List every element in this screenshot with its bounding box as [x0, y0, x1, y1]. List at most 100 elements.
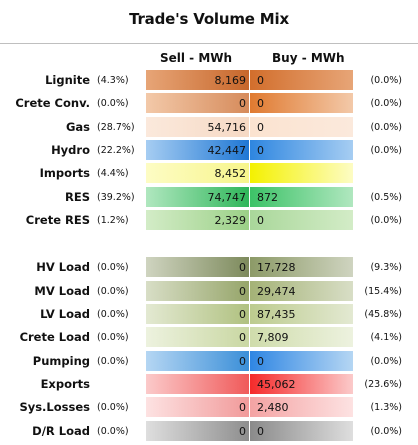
buy-value: 872 — [257, 191, 278, 204]
sell-value: 8,169 — [214, 74, 247, 87]
sell-value: 0 — [239, 261, 246, 274]
buy-percent: (0.0%) — [370, 145, 402, 156]
table-row: Gas (28.7%) 54,716 0 (0.0%) — [0, 117, 418, 137]
row-label: Exports — [40, 377, 90, 391]
table-row: Crete RES (1.2%) 2,329 0 (0.0%) — [0, 210, 418, 230]
row-label: Sys.Losses — [19, 400, 90, 414]
sell-percent: (0.0%) — [97, 262, 129, 273]
column-divider — [249, 70, 250, 230]
sell-column-header: Sell - MWh — [160, 51, 233, 65]
buy-cell: 29,474 — [250, 281, 353, 301]
sell-percent: (0.0%) — [97, 402, 129, 413]
sell-value: 0 — [239, 308, 246, 321]
sell-percent: (0.0%) — [97, 98, 129, 109]
sell-cell: 8,452 — [146, 163, 249, 183]
buy-value: 45,062 — [257, 378, 296, 391]
buy-cell: 0 — [250, 351, 353, 371]
buy-value: 0 — [257, 144, 264, 157]
sell-cell: 0 — [146, 281, 249, 301]
sell-percent: (22.2%) — [97, 145, 135, 156]
buy-value: 0 — [257, 355, 264, 368]
buy-cell: 87,435 — [250, 304, 353, 324]
buy-percent: (23.6%) — [364, 379, 402, 390]
sell-value: 2,329 — [214, 214, 247, 227]
sell-value: 0 — [239, 401, 246, 414]
table-row: Lignite (4.3%) 8,169 0 (0.0%) — [0, 70, 418, 90]
table-row: HV Load (0.0%) 0 17,728 (9.3%) — [0, 257, 418, 277]
buy-cell: 0 — [250, 93, 353, 113]
sell-value: 0 — [239, 331, 246, 344]
sell-cell: 54,716 — [146, 117, 249, 137]
sell-value: 0 — [239, 97, 246, 110]
buy-value: 87,435 — [257, 308, 296, 321]
sell-value: 0 — [239, 355, 246, 368]
buy-percent: (0.0%) — [370, 122, 402, 133]
row-label: Crete Load — [19, 330, 90, 344]
buy-value: 17,728 — [257, 261, 296, 274]
sell-percent: (4.3%) — [97, 75, 129, 86]
sell-cell: 0 — [146, 351, 249, 371]
buy-value: 0 — [257, 214, 264, 227]
buy-percent: (0.0%) — [370, 75, 402, 86]
table-row: Imports (4.4%) 8,452 — [0, 163, 418, 183]
buy-cell: 2,480 — [250, 397, 353, 417]
row-label: Crete Conv. — [15, 96, 90, 110]
buy-cell: 0 — [250, 210, 353, 230]
buy-column-header: Buy - MWh — [272, 51, 345, 65]
buy-value: 29,474 — [257, 285, 296, 298]
sell-cell: 74,747 — [146, 187, 249, 207]
buy-percent: (0.0%) — [370, 98, 402, 109]
buy-percent: (0.0%) — [370, 215, 402, 226]
buy-cell: 0 — [250, 70, 353, 90]
buy-value: 7,809 — [257, 331, 289, 344]
chart-title: Trade's Volume Mix — [129, 10, 289, 28]
row-label: D/R Load — [32, 424, 90, 438]
row-label: LV Load — [40, 307, 90, 321]
buy-cell: 17,728 — [250, 257, 353, 277]
header-divider — [0, 43, 418, 44]
buy-percent: (0.0%) — [370, 426, 402, 437]
row-label: RES — [65, 190, 90, 204]
buy-value: 2,480 — [257, 401, 289, 414]
sell-percent: (28.7%) — [97, 122, 135, 133]
table-row: Crete Load (0.0%) 0 7,809 (4.1%) — [0, 327, 418, 347]
buy-value: 0 — [257, 97, 264, 110]
buy-cell: 0 — [250, 421, 353, 441]
sell-percent: (1.2%) — [97, 215, 129, 226]
table-row: Sys.Losses (0.0%) 0 2,480 (1.3%) — [0, 397, 418, 417]
row-label: Gas — [65, 120, 90, 134]
table-row: RES (39.2%) 74,747 872 (0.5%) — [0, 187, 418, 207]
sell-percent: (0.0%) — [97, 309, 129, 320]
sell-value: 8,452 — [214, 167, 247, 180]
buy-percent: (0.0%) — [370, 356, 402, 367]
buy-cell: 872 — [250, 187, 353, 207]
buy-percent: (0.5%) — [370, 192, 402, 203]
table-row: D/R Load (0.0%) 0 0 (0.0%) — [0, 421, 418, 441]
sell-percent: (39.2%) — [97, 192, 135, 203]
buy-value: 0 — [257, 425, 264, 438]
sell-value: 0 — [239, 285, 246, 298]
sell-value: 0 — [239, 425, 246, 438]
sell-value: 74,747 — [207, 191, 247, 204]
sell-value: 42,447 — [207, 144, 247, 157]
row-label: HV Load — [36, 260, 90, 274]
buy-percent: (1.3%) — [370, 402, 402, 413]
sell-cell: 8,169 — [146, 70, 249, 90]
table-row: Hydro (22.2%) 42,447 0 (0.0%) — [0, 140, 418, 160]
buy-percent: (45.8%) — [364, 309, 402, 320]
row-label: Crete RES — [25, 213, 90, 227]
sell-cell: 42,447 — [146, 140, 249, 160]
sell-cell: 0 — [146, 327, 249, 347]
row-label: Imports — [39, 166, 90, 180]
buy-value: 0 — [257, 74, 264, 87]
table-row: LV Load (0.0%) 0 87,435 (45.8%) — [0, 304, 418, 324]
sell-cell — [146, 374, 249, 394]
sell-percent: (0.0%) — [97, 286, 129, 297]
buy-value: 0 — [257, 121, 264, 134]
buy-cell — [250, 163, 353, 183]
sell-cell: 0 — [146, 421, 249, 441]
row-label: Hydro — [51, 143, 90, 157]
buy-cell: 0 — [250, 117, 353, 137]
sell-cell: 0 — [146, 397, 249, 417]
sell-cell: 0 — [146, 93, 249, 113]
